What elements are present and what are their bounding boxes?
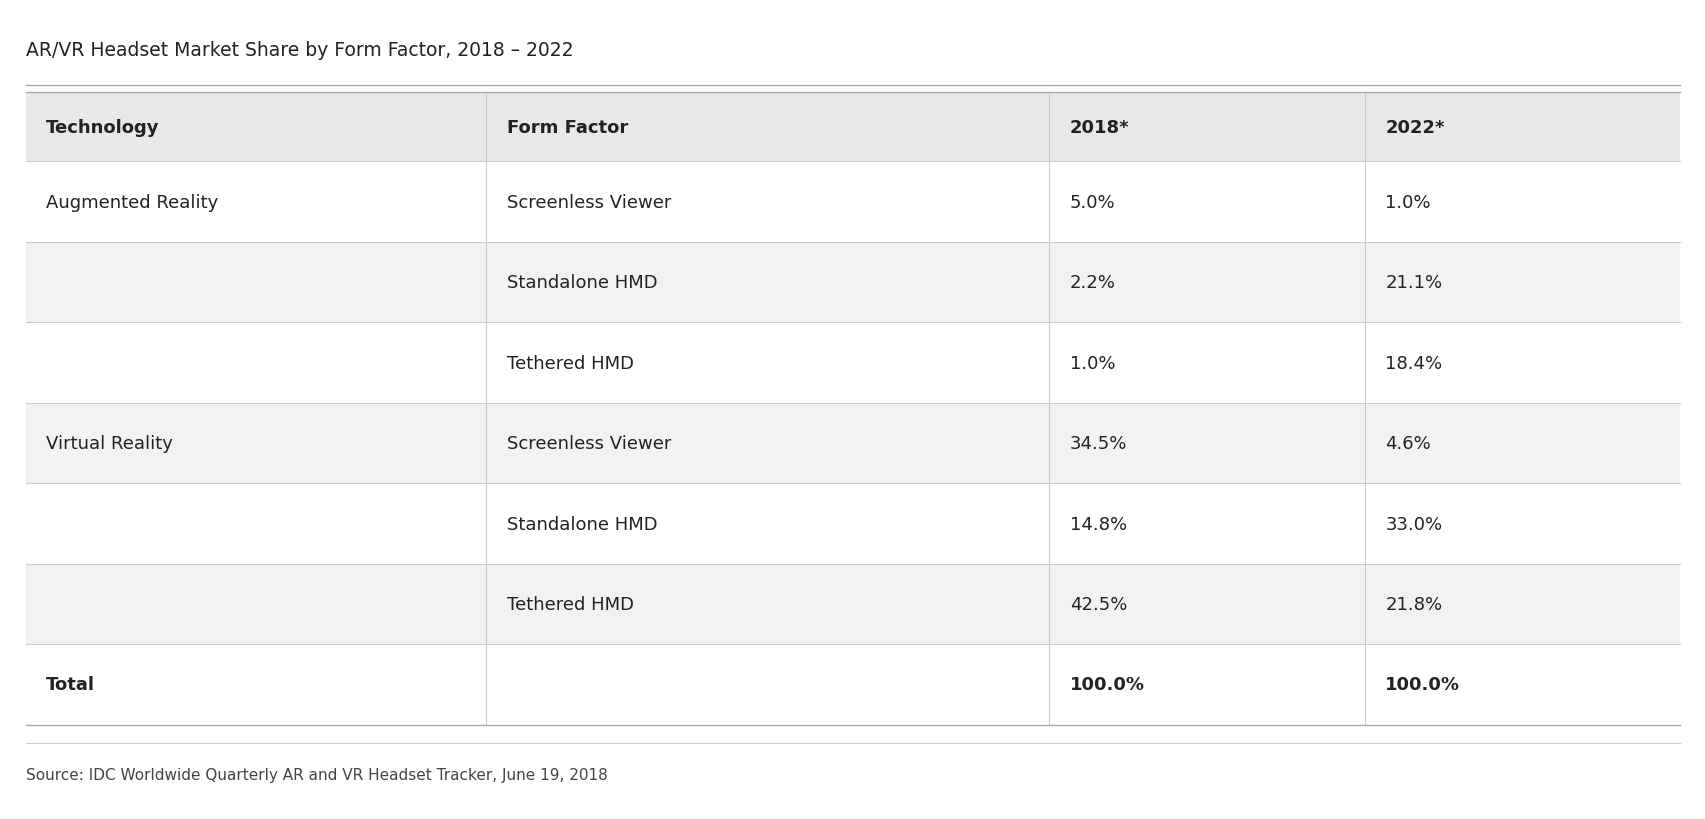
Text: Screenless Viewer: Screenless Viewer (506, 435, 670, 452)
Bar (26, 242, 1679, 323)
Text: Virtual Reality: Virtual Reality (46, 435, 172, 452)
Text: 100.0%: 100.0% (1069, 676, 1144, 694)
Bar (26, 564, 1679, 645)
Text: Source: IDC Worldwide Quarterly AR and VR Headset Tracker, June 19, 2018: Source: IDC Worldwide Quarterly AR and V… (26, 767, 607, 782)
Text: Tethered HMD: Tethered HMD (506, 595, 633, 613)
Text: Screenless Viewer: Screenless Viewer (506, 193, 670, 211)
Text: 18.4%: 18.4% (1384, 354, 1441, 372)
Text: 5.0%: 5.0% (1069, 193, 1115, 211)
Text: 2.2%: 2.2% (1069, 274, 1115, 292)
Bar (26, 162, 1679, 242)
Text: Form Factor: Form Factor (506, 119, 627, 136)
Bar (26, 484, 1679, 564)
Text: 1.0%: 1.0% (1384, 193, 1430, 211)
Text: 100.0%: 100.0% (1384, 676, 1459, 694)
Text: Standalone HMD: Standalone HMD (506, 515, 656, 533)
Bar (26, 323, 1679, 403)
Text: 33.0%: 33.0% (1384, 515, 1441, 533)
Bar (26, 403, 1679, 484)
Text: 2022*: 2022* (1384, 119, 1444, 136)
Text: 14.8%: 14.8% (1069, 515, 1125, 533)
Text: Total: Total (46, 676, 95, 694)
Text: 4.6%: 4.6% (1384, 435, 1430, 452)
Bar (26, 645, 1679, 725)
Text: 1.0%: 1.0% (1069, 354, 1115, 372)
Text: Augmented Reality: Augmented Reality (46, 193, 218, 211)
Text: 21.8%: 21.8% (1384, 595, 1441, 613)
Text: 21.1%: 21.1% (1384, 274, 1441, 292)
Text: Standalone HMD: Standalone HMD (506, 274, 656, 292)
Text: AR/VR Headset Market Share by Form Factor, 2018 – 2022: AR/VR Headset Market Share by Form Facto… (26, 41, 573, 60)
Text: 34.5%: 34.5% (1069, 435, 1127, 452)
Text: Tethered HMD: Tethered HMD (506, 354, 633, 372)
Text: 42.5%: 42.5% (1069, 595, 1127, 613)
Bar (26, 93, 1679, 162)
Text: 2018*: 2018* (1069, 119, 1129, 136)
Text: Technology: Technology (46, 119, 160, 136)
